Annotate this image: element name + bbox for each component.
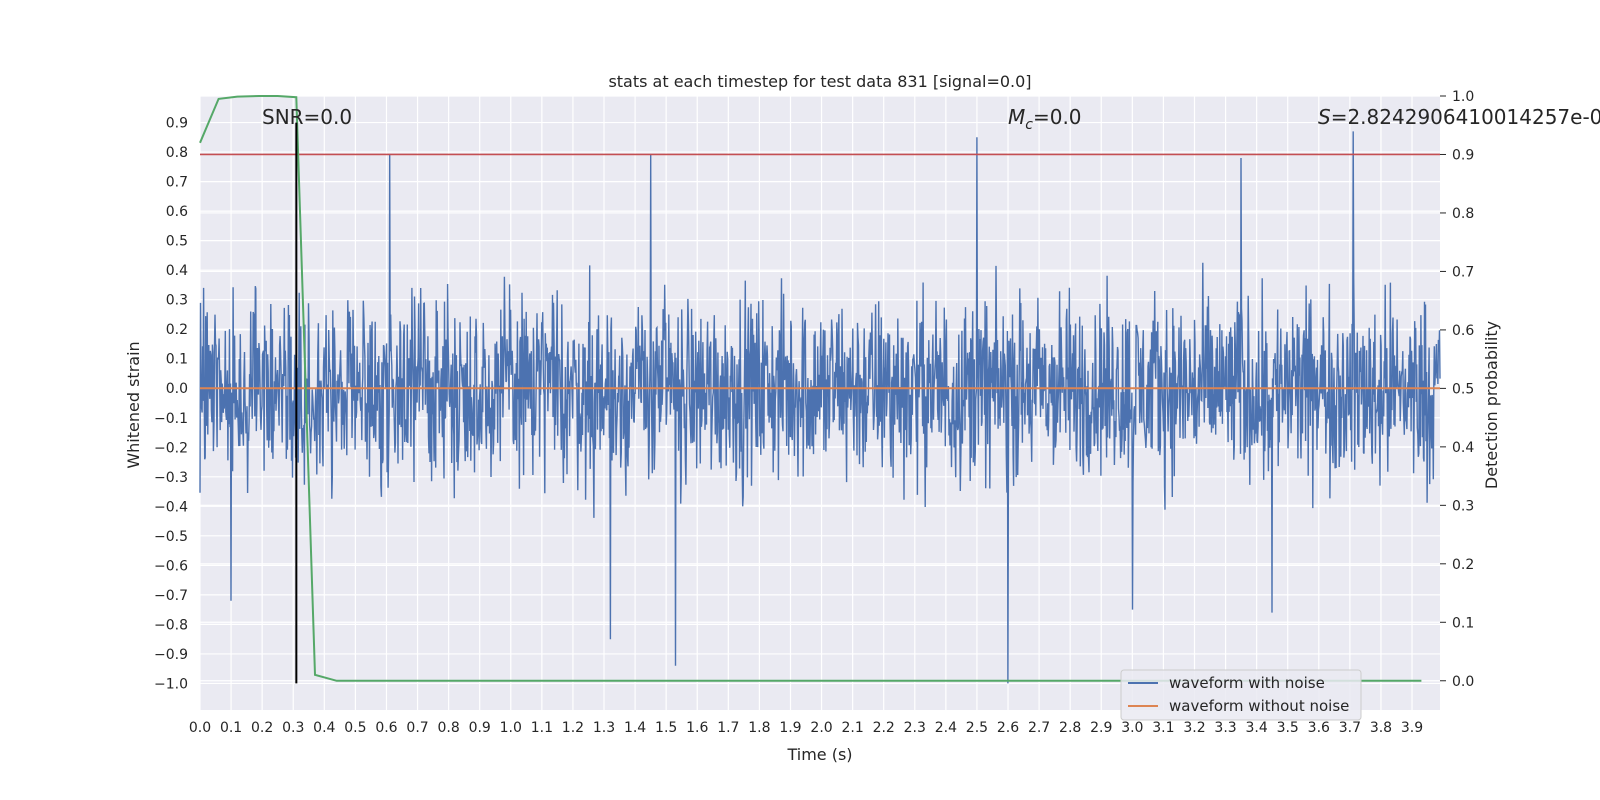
y-tick-label: 0.7 bbox=[166, 175, 188, 191]
x-axis-label: Time (s) bbox=[786, 745, 852, 764]
y-tick-label: 0.4 bbox=[166, 263, 188, 279]
x-tick-label: 0.3 bbox=[282, 720, 304, 736]
y-tick-label: −0.9 bbox=[154, 647, 188, 663]
s-symbol: S bbox=[1318, 105, 1331, 129]
chart-title: stats at each timestep for test data 831… bbox=[608, 72, 1031, 91]
chirp-mass-subscript: c bbox=[1025, 117, 1033, 133]
y-tick-label: −0.4 bbox=[154, 499, 188, 515]
y-tick-label: 0.2 bbox=[166, 322, 188, 338]
x-tick-label: 1.9 bbox=[779, 720, 801, 736]
x-tick-label: 1.6 bbox=[686, 720, 708, 736]
y-tick-label: −0.1 bbox=[154, 411, 188, 427]
s-value: =2.8242906410014257e-0 bbox=[1331, 105, 1600, 129]
x-tick-label: 0.4 bbox=[313, 720, 335, 736]
x-tick-label: 0.8 bbox=[437, 720, 459, 736]
x-tick-labels: 0.0 0.1 0.2 0.3 0.4 0.5 0.6 0.7 0.8 0.9 1.0 1.1 1.2 1… bbox=[189, 720, 1423, 736]
y-tick-label: 0.9 bbox=[166, 116, 188, 132]
x-tick-label: 2.7 bbox=[1028, 720, 1050, 736]
x-tick-label: 3.4 bbox=[1246, 720, 1268, 736]
x-tick-label: 3.1 bbox=[1152, 720, 1174, 736]
x-tick-label: 1.4 bbox=[624, 720, 646, 736]
x-tick-label: 0.1 bbox=[220, 720, 242, 736]
y2-tick-labels: 0.0 0.1 0.2 0.3 0.4 0.5 0.6 0.7 0.8 0.9 1.0 bbox=[1440, 89, 1474, 690]
x-tick-label: 2.6 bbox=[997, 720, 1019, 736]
x-tick-label: 3.8 bbox=[1370, 720, 1392, 736]
y-tick-label: −0.5 bbox=[154, 529, 188, 545]
x-tick-label: 3.9 bbox=[1401, 720, 1423, 736]
y-tick-labels: −1.0 −0.9 −0.8 −0.7 −0.6 −0.5 −0.4 −0.3 −0.2 −0.1… bbox=[154, 116, 188, 693]
chirp-mass-symbol: M bbox=[1008, 105, 1025, 129]
y2-tick-label: 0.9 bbox=[1452, 147, 1474, 163]
s-annotation: S=2.8242906410014257e-0 bbox=[1318, 105, 1600, 129]
y2-tick-label: 1.0 bbox=[1452, 89, 1474, 105]
x-tick-label: 3.2 bbox=[1183, 720, 1205, 736]
y2-tick-label: 0.1 bbox=[1452, 615, 1474, 631]
y2-tick-label: 0.7 bbox=[1452, 264, 1474, 280]
x-tick-label: 2.4 bbox=[935, 720, 957, 736]
y-tick-label: −0.2 bbox=[154, 440, 188, 456]
y2-tick-label: 0.2 bbox=[1452, 557, 1474, 573]
x-tick-label: 0.6 bbox=[375, 720, 397, 736]
x-tick-label: 0.9 bbox=[469, 720, 491, 736]
snr-annotation: SNR=0.0 bbox=[262, 105, 352, 129]
y-tick-label: 0.8 bbox=[166, 145, 188, 161]
y-tick-label: −1.0 bbox=[154, 676, 188, 692]
y-tick-label: −0.8 bbox=[154, 617, 188, 633]
x-tick-label: 2.0 bbox=[810, 720, 832, 736]
x-tick-label: 1.2 bbox=[562, 720, 584, 736]
x-tick-label: 3.0 bbox=[1121, 720, 1143, 736]
legend-label-noise: waveform with noise bbox=[1169, 674, 1325, 692]
x-tick-label: 0.2 bbox=[251, 720, 273, 736]
chirp-mass-value: =0.0 bbox=[1033, 105, 1082, 129]
x-tick-label: 1.8 bbox=[748, 720, 770, 736]
y2-tick-label: 0.5 bbox=[1452, 381, 1474, 397]
y-tick-label: −0.6 bbox=[154, 558, 188, 574]
y-tick-label: 0.0 bbox=[166, 381, 188, 397]
y2-tick-label: 0.6 bbox=[1452, 323, 1474, 339]
legend: waveform with noise waveform without noi… bbox=[1120, 669, 1362, 721]
x-tick-label: 2.9 bbox=[1090, 720, 1112, 736]
y2-tick-label: 0.3 bbox=[1452, 498, 1474, 514]
chirp-mass-annotation: Mc=0.0 bbox=[1008, 105, 1082, 133]
series-line-detection-probability bbox=[199, 95, 1422, 682]
x-tick-label: 1.1 bbox=[531, 720, 553, 736]
x-tick-label: 3.5 bbox=[1277, 720, 1299, 736]
y-tick-label: 0.3 bbox=[166, 293, 188, 309]
x-tick-label: 2.1 bbox=[841, 720, 863, 736]
y-tick-label: −0.3 bbox=[154, 470, 188, 486]
x-tick-label: 0.7 bbox=[406, 720, 428, 736]
y-axis-label: Whitened strain bbox=[124, 341, 143, 468]
y-tick-label: 0.6 bbox=[166, 204, 188, 220]
y2-axis-label: Detection probability bbox=[1482, 321, 1501, 489]
x-tick-label: 1.0 bbox=[500, 720, 522, 736]
y2-tick-label: 0.4 bbox=[1452, 440, 1474, 456]
legend-box bbox=[1120, 669, 1362, 721]
y2-tick-label: 0.8 bbox=[1452, 206, 1474, 222]
x-tick-label: 1.7 bbox=[717, 720, 739, 736]
y-tick-label: −0.7 bbox=[154, 588, 188, 604]
y2-tick-label: 0.0 bbox=[1452, 674, 1474, 690]
x-tick-label: 2.8 bbox=[1059, 720, 1081, 736]
x-tick-label: 2.3 bbox=[904, 720, 926, 736]
x-tick-label: 3.7 bbox=[1339, 720, 1361, 736]
legend-label-clean: waveform without noise bbox=[1169, 697, 1349, 715]
x-tick-label: 3.6 bbox=[1308, 720, 1330, 736]
x-tick-label: 2.2 bbox=[873, 720, 895, 736]
x-tick-label: 3.3 bbox=[1214, 720, 1236, 736]
x-tick-label: 1.5 bbox=[655, 720, 677, 736]
y-tick-label: 0.1 bbox=[166, 352, 188, 368]
x-tick-label: 2.5 bbox=[966, 720, 988, 736]
x-tick-label: 0.0 bbox=[189, 720, 211, 736]
y-tick-label: 0.5 bbox=[166, 234, 188, 250]
x-tick-label: 0.5 bbox=[344, 720, 366, 736]
x-tick-label: 1.3 bbox=[593, 720, 615, 736]
series-layer bbox=[199, 95, 1441, 684]
